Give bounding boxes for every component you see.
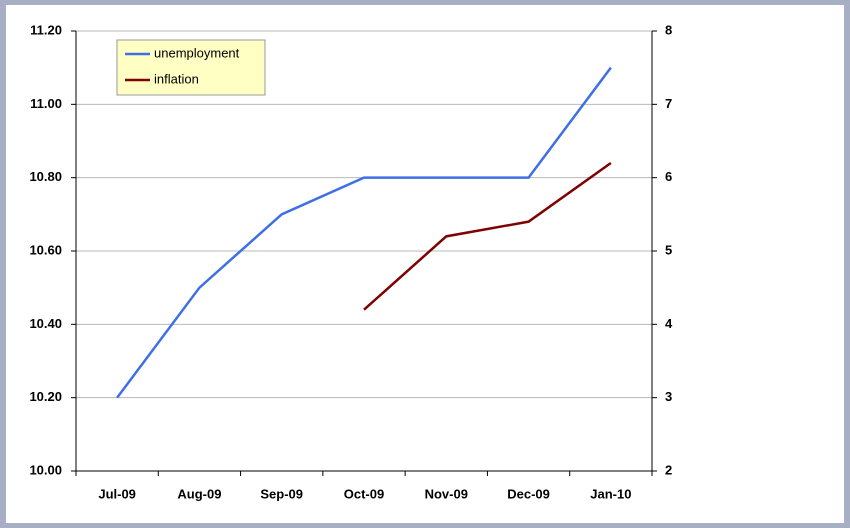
x-tick-label: Aug-09 bbox=[177, 486, 221, 501]
y2-tick-label: 5 bbox=[665, 242, 672, 257]
y2-tick-label: 6 bbox=[665, 169, 672, 184]
legend-label: inflation bbox=[154, 71, 199, 86]
y2-tick-label: 3 bbox=[665, 389, 672, 404]
chart: 10.00 10.20 10.40 10.60 10.80 11.00 11.20 2 3 4 5 6… bbox=[6, 5, 844, 523]
y-tick-label: 11.00 bbox=[30, 96, 62, 111]
x-tick-label: Oct-09 bbox=[344, 486, 384, 501]
y2-tick-label: 2 bbox=[665, 462, 672, 477]
y-tick-label: 10.80 bbox=[29, 169, 62, 184]
legend: unemployment inflation bbox=[116, 39, 266, 96]
y-tick-label: 11.20 bbox=[30, 22, 62, 37]
x-tick-label: Dec-09 bbox=[507, 486, 550, 501]
series-line bbox=[116, 66, 612, 399]
y-tick-label: 10.60 bbox=[29, 242, 62, 257]
x-tick-label: Jul-09 bbox=[98, 486, 136, 501]
x-tick-label: Jan-10 bbox=[590, 486, 631, 501]
x-tick-label: Nov-09 bbox=[425, 486, 468, 501]
y-tick-label: 10.00 bbox=[29, 462, 62, 477]
y-tick-label: 10.20 bbox=[29, 389, 62, 404]
legend-label: unemployment bbox=[154, 45, 240, 60]
y-tick-label: 10.40 bbox=[29, 316, 62, 331]
y2-tick-label: 7 bbox=[665, 96, 672, 111]
x-tick-label: Sep-09 bbox=[260, 486, 303, 501]
y2-tick-label: 4 bbox=[665, 316, 673, 331]
y2-tick-label: 8 bbox=[665, 22, 672, 37]
series-line bbox=[363, 161, 612, 311]
legend-box bbox=[116, 39, 266, 96]
